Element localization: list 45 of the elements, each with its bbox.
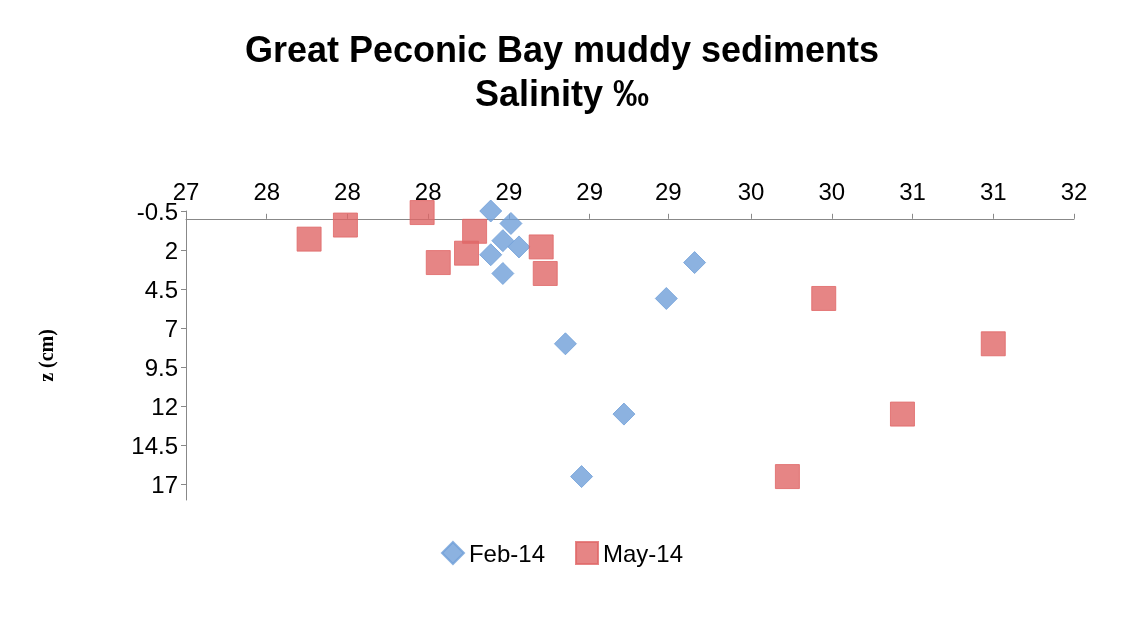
y-tick-label: 17 (151, 470, 178, 498)
point (889, 401, 915, 427)
point (654, 286, 678, 310)
point (462, 218, 488, 244)
point (980, 331, 1006, 357)
y-tick-label: 9.5 (144, 353, 178, 381)
point (425, 250, 451, 276)
point (811, 285, 837, 311)
point (683, 251, 707, 275)
point (612, 402, 636, 426)
x-tick-label: 29 (576, 177, 603, 205)
y-tick-label: 4.5 (144, 275, 178, 303)
x-tick-label: 28 (334, 177, 361, 205)
point (491, 261, 515, 285)
y-axis-title: z (cm) (35, 329, 58, 382)
point (454, 240, 480, 266)
x-tick-label: 30 (737, 177, 765, 205)
point (774, 464, 800, 490)
x-tick-label: 29 (654, 177, 682, 205)
legend-label: May-14 (603, 539, 684, 567)
y-tick-label: 7 (164, 314, 178, 342)
point (499, 212, 523, 235)
point (570, 465, 594, 489)
point (296, 226, 322, 252)
y-tick-label: 12 (151, 392, 178, 420)
point (479, 243, 503, 267)
y-tick-label: 2 (164, 236, 178, 264)
chart-title: Great Peconic Bay muddy sediments Salinity ‰ (244, 28, 880, 114)
point (528, 234, 554, 260)
x-tick-label: 32 (1060, 177, 1088, 205)
x-tick-label: 28 (253, 177, 281, 205)
x-tick-label: 31 (979, 177, 1007, 205)
y-tick-label: 14.5 (131, 431, 178, 459)
legend-label: Feb-14 (468, 539, 546, 567)
point (409, 200, 435, 226)
point (553, 332, 577, 356)
x-tick-label: 29 (495, 177, 523, 205)
point (532, 260, 558, 286)
x-tick-label: 31 (899, 177, 926, 205)
point (479, 199, 503, 223)
point (491, 229, 515, 253)
x-tick-label: 28 (414, 177, 442, 205)
point (507, 235, 531, 259)
point (332, 212, 358, 238)
x-tick-label: 30 (818, 177, 846, 205)
